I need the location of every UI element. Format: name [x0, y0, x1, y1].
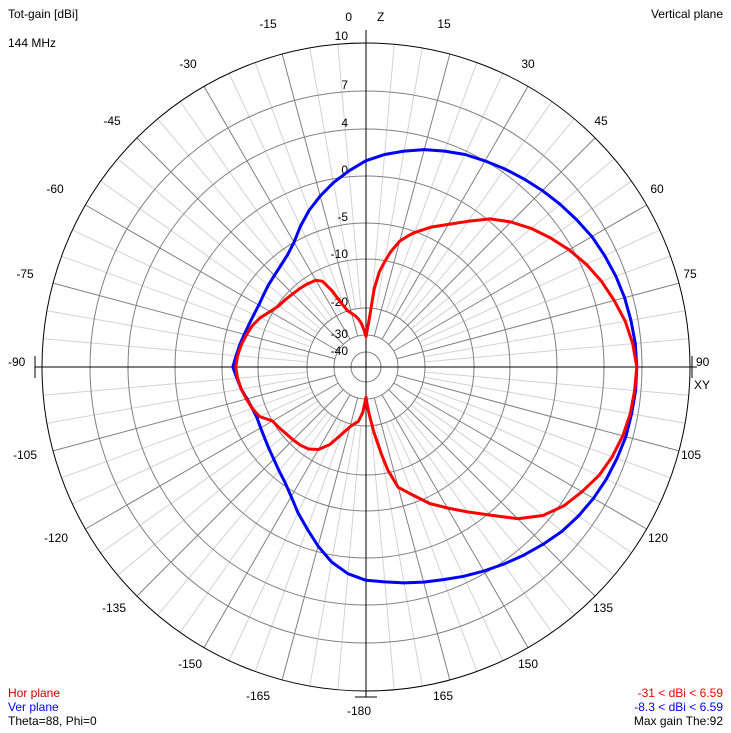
- plot-title: Tot-gain [dBi]: [8, 7, 79, 21]
- plane-label: Vertical plane: [650, 7, 723, 21]
- axis-name-label: XY: [694, 378, 710, 392]
- angle-label: 30: [521, 57, 535, 71]
- gain-scale-label: 7: [341, 78, 348, 92]
- axis-name-label: Z: [377, 10, 384, 24]
- angle-label: 150: [518, 657, 538, 671]
- hor-plane-curve: [234, 217, 639, 521]
- gain-scale-label: -40: [331, 344, 349, 358]
- angle-label: -165: [246, 689, 270, 703]
- gain-scale-label: -30: [331, 327, 349, 341]
- angle-label: 15: [437, 17, 451, 31]
- angle-label: -180: [347, 704, 371, 718]
- angle-label: -105: [13, 448, 37, 462]
- legend-ver-plane: Ver plane: [8, 700, 59, 714]
- angle-label: 45: [594, 114, 608, 128]
- gain-scale-label: 4: [341, 116, 348, 130]
- main-axes: [34, 30, 697, 698]
- angle-labels: 0 153045607590105120135150165-180-165-150…: [8, 10, 710, 718]
- angle-label: 105: [681, 448, 701, 462]
- polar-grid-major-spokes: [52, 53, 680, 681]
- angle-label: -120: [44, 531, 68, 545]
- angle-label: -135: [102, 601, 126, 615]
- angle-label: 165: [433, 689, 453, 703]
- angle-label: 120: [648, 531, 668, 545]
- legend-hor-plane: Hor plane: [8, 686, 61, 700]
- gain-scale-label: -5: [337, 210, 348, 224]
- legend-cut-info: Theta=88, Phi=0: [8, 714, 97, 728]
- angle-label: -75: [16, 267, 34, 281]
- ver-gain-range: -8.3 < dBi < 6.59: [634, 700, 723, 714]
- angle-label: -45: [103, 114, 121, 128]
- angle-label: 90: [696, 355, 710, 369]
- gain-scale-label: 10: [335, 29, 349, 43]
- hor-gain-range: -31 < dBi < 6.59: [637, 686, 723, 700]
- frequency-label: 144 MHz: [8, 36, 57, 50]
- angle-label: 60: [650, 182, 664, 196]
- angle-label: 75: [683, 267, 697, 281]
- gain-scale-label: 0: [341, 163, 348, 177]
- angle-label: -90: [8, 355, 26, 369]
- angle-label: 0: [345, 10, 352, 24]
- gain-scale-label: -10: [331, 247, 349, 261]
- angle-label: -150: [178, 657, 202, 671]
- max-gain-label: Max gain The:92: [633, 714, 723, 728]
- polar-grid-minor-spokes: [43, 44, 689, 690]
- angle-label: -60: [46, 182, 64, 196]
- angle-label: 135: [593, 601, 613, 615]
- ver-plane-curve: [231, 148, 639, 585]
- angle-label: -15: [259, 17, 277, 31]
- angle-label: -30: [179, 57, 197, 71]
